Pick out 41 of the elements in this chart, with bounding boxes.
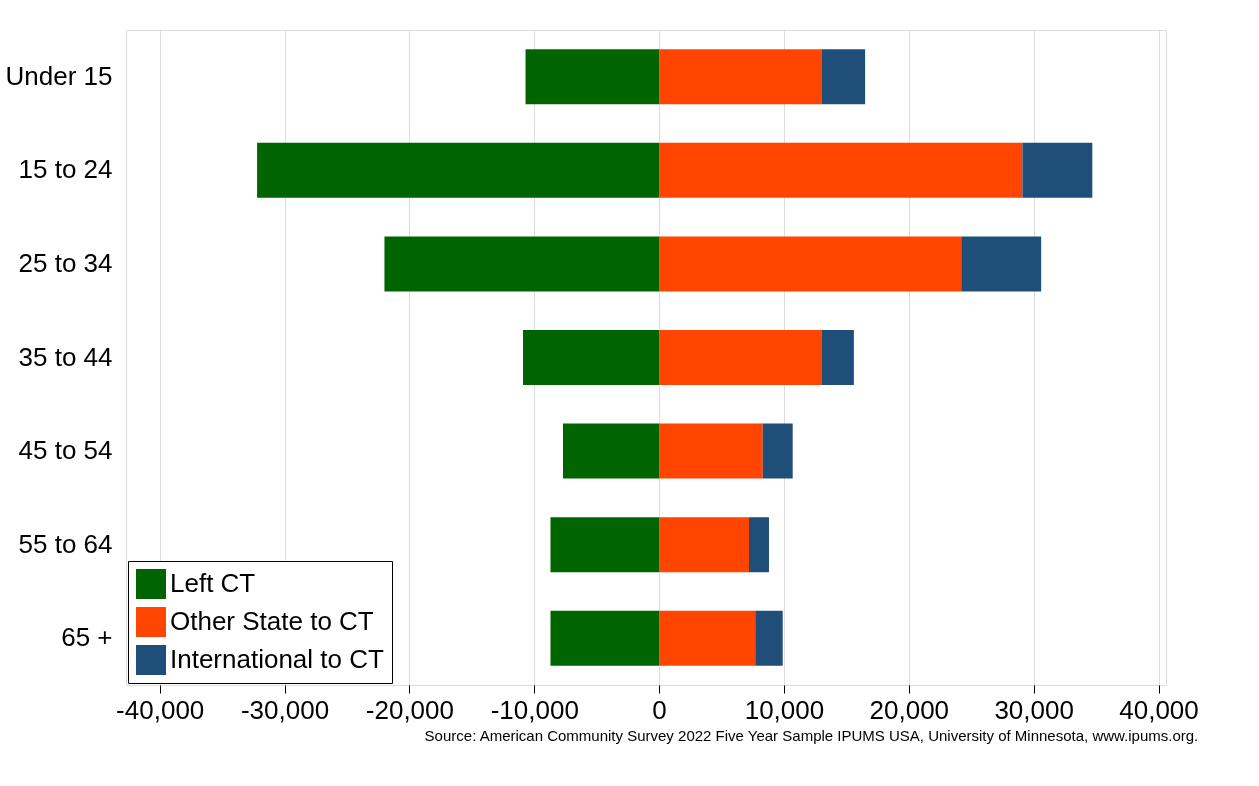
bar — [659, 236, 962, 292]
bar — [257, 142, 660, 198]
bar — [525, 49, 660, 105]
bar — [749, 517, 769, 573]
y-tick-label: Under 15 — [5, 60, 113, 91]
x-tick-label: 10,000 — [744, 694, 825, 725]
y-tick-label: 65 + — [61, 622, 113, 653]
x-tick-label: 0 — [652, 694, 667, 725]
x-tick-label: -10,000 — [490, 694, 579, 725]
x-tick-label: -30,000 — [240, 694, 330, 725]
y-tick-label: 35 to 44 — [18, 341, 113, 372]
bar — [659, 330, 822, 385]
bar — [384, 236, 660, 292]
x-tick-label: -40,000 — [116, 694, 205, 725]
bar — [659, 423, 763, 479]
bar — [1022, 142, 1093, 198]
x-tick-label: 30,000 — [994, 694, 1074, 725]
bar — [821, 49, 866, 105]
bar — [523, 330, 660, 385]
source-note: Source: American Community Survey 2022 Five Year Sample IPUMS USA, University of Minnesota, www.ipums.org. — [424, 727, 1199, 744]
legend-label: Left CT — [170, 568, 256, 598]
bar — [659, 49, 822, 105]
x-tick-label: 40,000 — [1119, 694, 1199, 725]
x-tick-label: -20,000 — [365, 694, 454, 725]
y-tick-label: 15 to 24 — [18, 154, 113, 185]
legend-label: Other State to CT — [170, 606, 374, 636]
bar — [550, 610, 660, 666]
x-tick-label: 20,000 — [869, 694, 950, 725]
bar — [755, 610, 783, 666]
bar — [762, 423, 793, 479]
bar — [961, 236, 1042, 292]
y-tick-label: 25 to 34 — [18, 247, 113, 278]
y-tick-label: 45 to 54 — [18, 435, 113, 466]
bar — [659, 517, 749, 573]
bar — [659, 610, 756, 666]
bar — [821, 330, 854, 385]
legend-label: International to CT — [170, 644, 385, 674]
bar — [562, 423, 660, 479]
y-tick-label: 55 to 64 — [18, 528, 113, 559]
bar — [550, 517, 660, 573]
bar — [659, 142, 1023, 198]
